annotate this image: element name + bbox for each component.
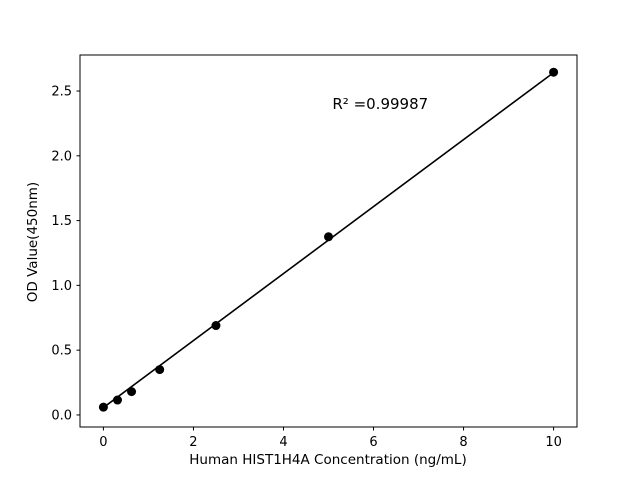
y-tick-label: 1.0 xyxy=(51,279,72,294)
x-tick-label: 10 xyxy=(545,435,562,450)
x-axis-label: Human HIST1H4A Concentration (ng/mL) xyxy=(189,452,466,468)
y-tick-label: 2.0 xyxy=(51,149,72,164)
r-squared-annotation: R² =0.99987 xyxy=(332,95,428,113)
y-tick-label: 1.5 xyxy=(51,214,72,229)
data-point xyxy=(127,387,137,397)
x-tick-label: 4 xyxy=(279,435,287,450)
y-tick-label: 0.5 xyxy=(51,344,72,359)
x-tick-label: 0 xyxy=(99,435,107,450)
x-tick-label: 2 xyxy=(189,435,197,450)
y-tick-label: 0.0 xyxy=(51,408,72,423)
y-axis-label: OD Value(450nm) xyxy=(25,182,41,302)
data-point xyxy=(211,321,221,331)
x-tick-label: 6 xyxy=(369,435,377,450)
x-tick-label: 8 xyxy=(459,435,467,450)
data-point xyxy=(549,67,559,77)
data-point xyxy=(113,395,123,405)
data-point xyxy=(324,232,333,242)
data-point xyxy=(98,402,108,412)
data-point xyxy=(155,365,165,375)
y-tick-label: 2.5 xyxy=(51,85,72,100)
plot-frame xyxy=(79,54,578,428)
